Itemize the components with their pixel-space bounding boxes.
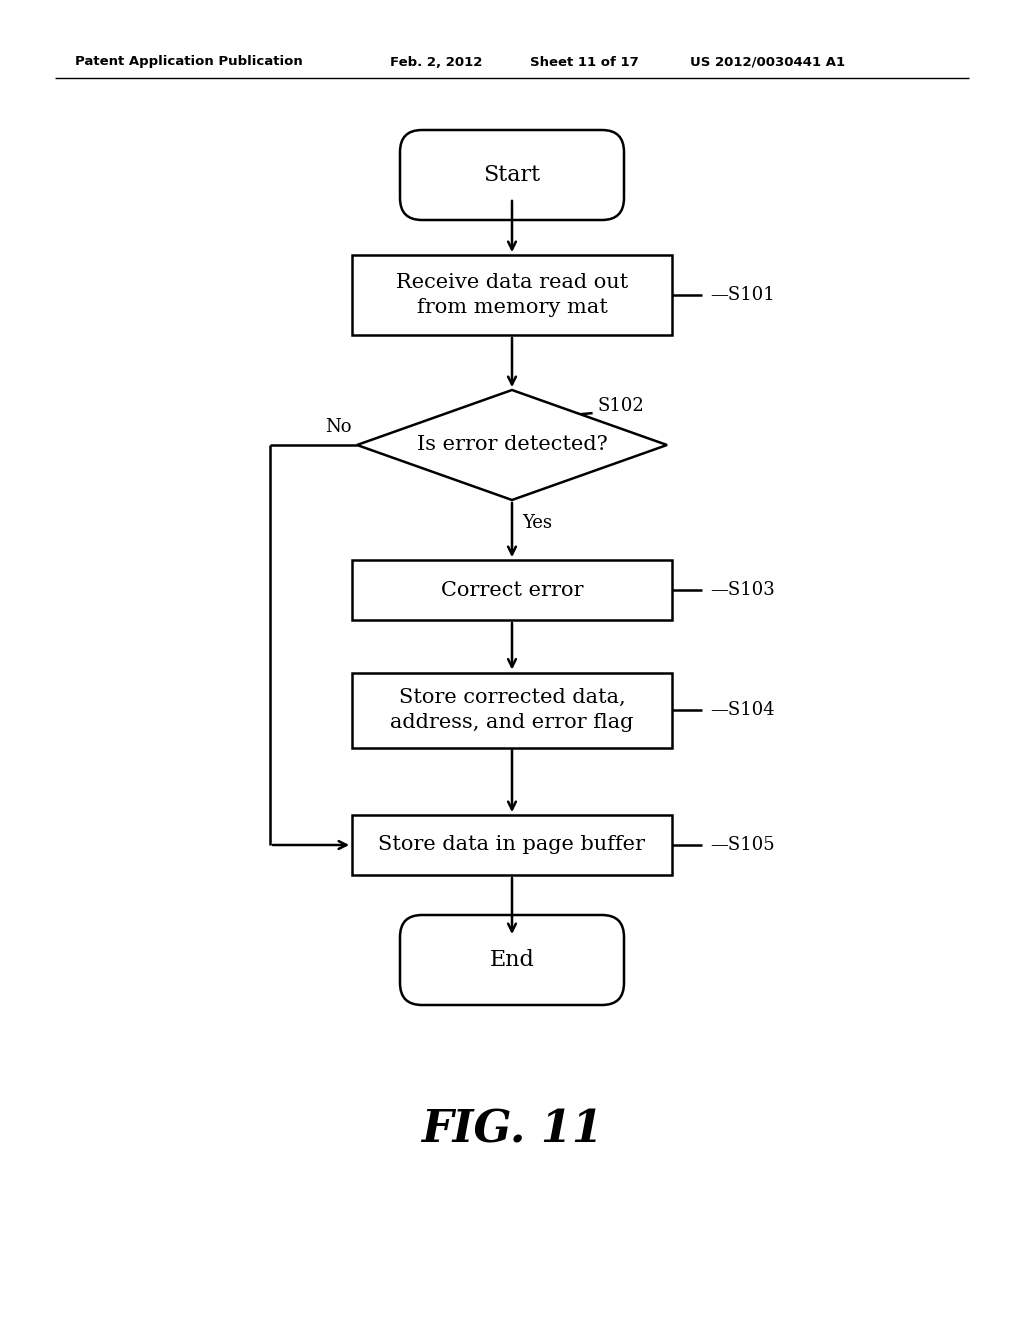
Text: Correct error: Correct error	[440, 581, 584, 599]
Polygon shape	[357, 389, 667, 500]
Text: US 2012/0030441 A1: US 2012/0030441 A1	[690, 55, 845, 69]
Text: Yes: Yes	[522, 513, 552, 532]
FancyBboxPatch shape	[400, 915, 624, 1005]
Bar	[352, 560, 672, 620]
Text: No: No	[326, 418, 352, 436]
FancyBboxPatch shape	[400, 129, 624, 220]
Text: —S101: —S101	[710, 286, 775, 304]
Text: Start: Start	[483, 164, 541, 186]
Text: FIG. 11: FIG. 11	[421, 1109, 603, 1151]
Text: Store corrected data,
address, and error flag: Store corrected data, address, and error…	[390, 688, 634, 733]
Text: End: End	[489, 949, 535, 972]
Text: Store data in page buffer: Store data in page buffer	[379, 836, 645, 854]
Text: Patent Application Publication: Patent Application Publication	[75, 55, 303, 69]
Text: —S104: —S104	[710, 701, 774, 719]
Text: —S105: —S105	[710, 836, 774, 854]
Text: Feb. 2, 2012: Feb. 2, 2012	[390, 55, 482, 69]
Text: Sheet 11 of 17: Sheet 11 of 17	[530, 55, 639, 69]
Text: S102: S102	[597, 397, 644, 414]
Text: Receive data read out
from memory mat: Receive data read out from memory mat	[396, 273, 628, 317]
Text: —S103: —S103	[710, 581, 775, 599]
Bar	[352, 814, 672, 875]
Bar	[352, 255, 672, 335]
Bar	[352, 672, 672, 747]
Text: Is error detected?: Is error detected?	[417, 436, 607, 454]
